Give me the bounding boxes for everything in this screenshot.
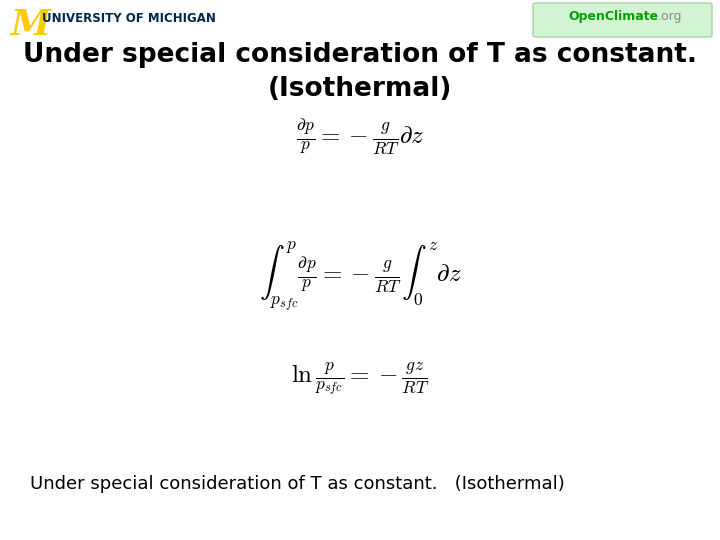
Text: .org: .org xyxy=(658,10,683,23)
Text: OpenClimate: OpenClimate xyxy=(568,10,658,23)
Text: Under special consideration of T as constant.: Under special consideration of T as cons… xyxy=(23,42,697,68)
Text: Under special consideration of T as constant.   (Isothermal): Under special consideration of T as cons… xyxy=(30,475,564,493)
Text: M: M xyxy=(10,8,50,42)
Text: $\frac{\partial p}{p} = -\frac{g}{RT}\partial z$: $\frac{\partial p}{p} = -\frac{g}{RT}\pa… xyxy=(296,118,424,157)
Text: $\ln\frac{p}{p_{sfc}} = -\frac{gz}{RT}$: $\ln\frac{p}{p_{sfc}} = -\frac{gz}{RT}$ xyxy=(291,360,429,398)
Text: (Isothermal): (Isothermal) xyxy=(268,76,452,102)
FancyBboxPatch shape xyxy=(533,3,712,37)
Text: $\int_{p_{sfc}}^{p} \frac{\partial p}{p} = -\frac{g}{RT}\int_{0}^{z}\partial z$: $\int_{p_{sfc}}^{p} \frac{\partial p}{p}… xyxy=(258,240,462,314)
Text: UNIVERSITY OF MICHIGAN: UNIVERSITY OF MICHIGAN xyxy=(42,12,216,25)
